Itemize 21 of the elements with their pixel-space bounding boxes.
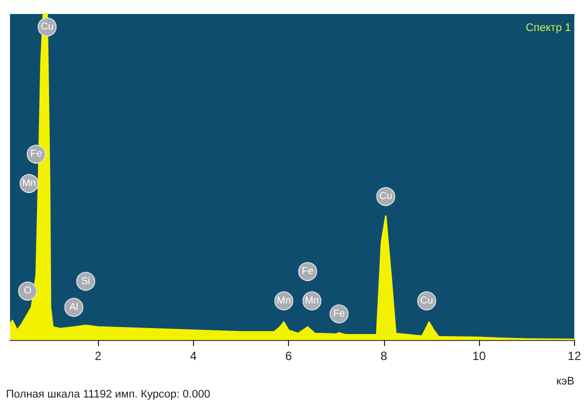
annotation: O: [24, 286, 32, 297]
annotation: Si: [81, 276, 90, 287]
annotation: Cu: [379, 191, 392, 202]
annotation: Mn: [304, 295, 319, 306]
annotation: Cu: [40, 22, 54, 33]
x-axis-title: кэВ: [556, 376, 574, 388]
x-tick-label: 2: [94, 349, 102, 363]
x-tick-label: 8: [380, 349, 388, 363]
x-tick-label: 6: [285, 349, 292, 363]
annotation: Fe: [333, 308, 346, 320]
x-tick-label: 12: [568, 349, 582, 363]
annotation: Mn: [22, 178, 36, 190]
annotation: Cu: [420, 295, 434, 306]
annotation: Fe: [30, 148, 42, 160]
annotation: Al: [69, 302, 78, 313]
x-tick-label: 10: [472, 349, 486, 363]
text: Полная шкала 11192 имп. Курсор: 0.000: [6, 388, 210, 400]
text: Спектр 1: [526, 22, 572, 34]
x-tick-label: 4: [190, 349, 198, 363]
annotation: Fe: [302, 266, 314, 278]
annotation: Mn: [276, 295, 291, 306]
